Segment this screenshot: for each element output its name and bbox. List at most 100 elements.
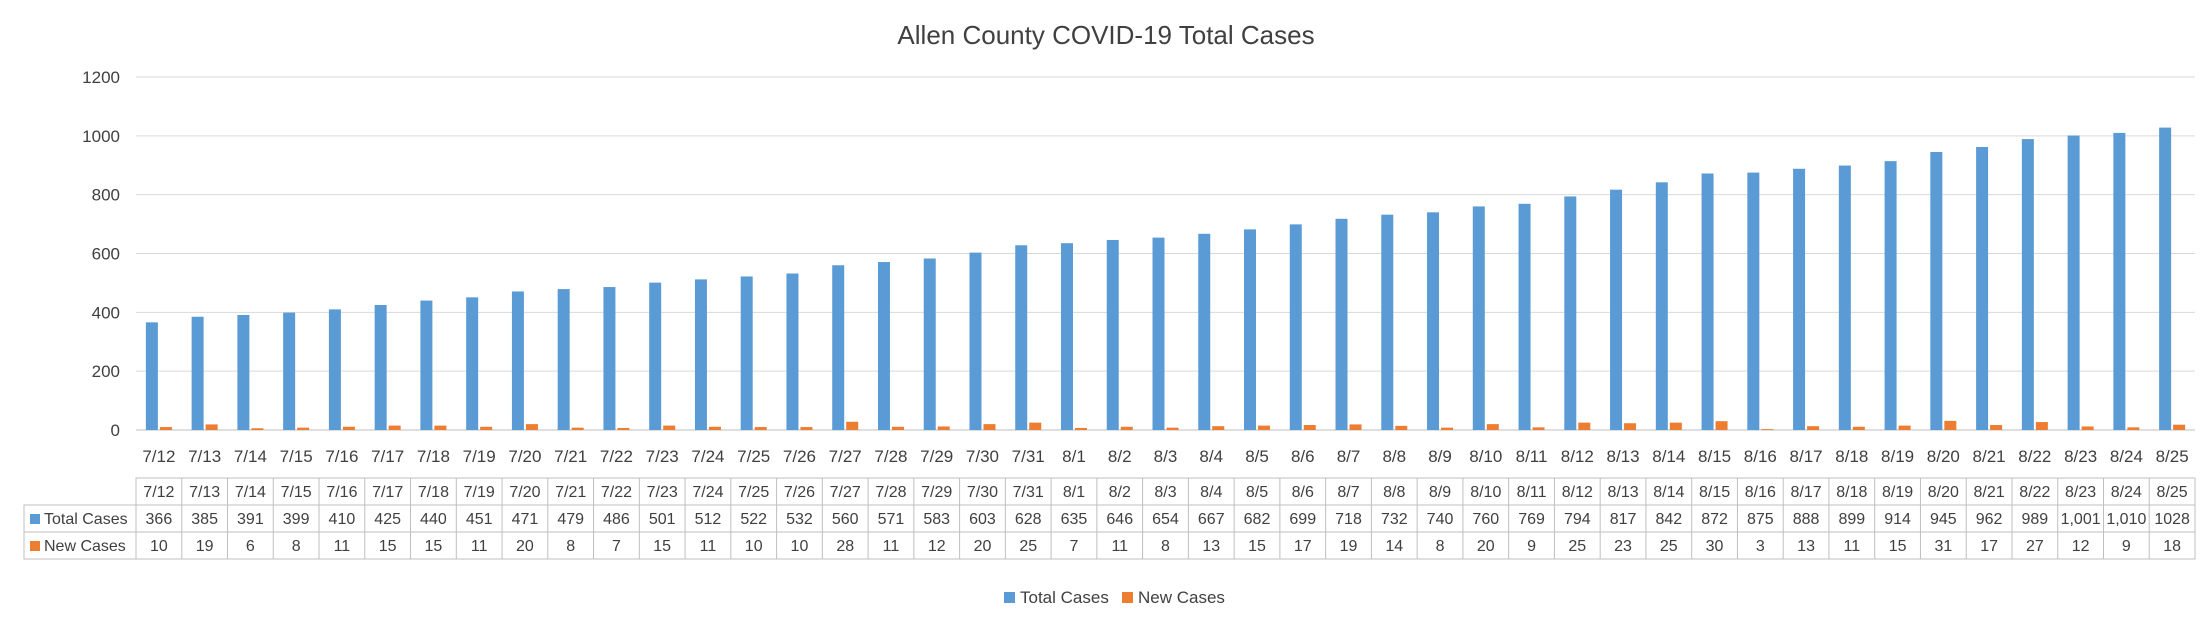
legend: Total Cases New Cases <box>1004 588 1225 607</box>
table-category-cell: 8/9 <box>1429 484 1451 501</box>
table-new-cases-cell: 3 <box>1756 538 1765 555</box>
bar-new-cases <box>800 427 813 430</box>
bar-total-cases <box>283 312 296 430</box>
table-total-cases-cell: 451 <box>466 511 493 528</box>
table-total-cases-cell: 654 <box>1152 511 1179 528</box>
table-total-cases-cell: 989 <box>2022 511 2049 528</box>
x-tick-label: 8/11 <box>1516 447 1548 466</box>
y-tick-label: 0 <box>111 421 120 440</box>
table-new-cases-cell: 11 <box>700 538 717 555</box>
table-category-cell: 7/28 <box>875 484 906 501</box>
x-tick-label: 8/13 <box>1607 447 1640 466</box>
table-total-cases-cell: 532 <box>786 511 813 528</box>
table-category-cell: 8/7 <box>1337 484 1359 501</box>
bar-new-cases <box>1624 423 1637 430</box>
bar-new-cases <box>1486 424 1499 430</box>
table-new-cases-cell: 13 <box>1202 538 1220 555</box>
table-category-cell: 7/19 <box>464 484 495 501</box>
bar-total-cases <box>1655 182 1668 430</box>
table-new-cases-cell: 17 <box>1294 538 1312 555</box>
table-category-cell: 8/23 <box>2065 484 2096 501</box>
y-tick-label: 800 <box>92 186 120 205</box>
x-tick-label: 7/20 <box>508 447 541 466</box>
table-category-cell: 8/22 <box>2019 484 2050 501</box>
bar-total-cases <box>1930 152 1943 430</box>
bar-total-cases <box>1747 172 1760 430</box>
table-total-cases-cell: 399 <box>283 511 310 528</box>
table-new-cases-cell: 12 <box>2072 538 2090 555</box>
table-category-cell: 7/26 <box>784 484 815 501</box>
table-category-cell: 8/8 <box>1383 484 1405 501</box>
bar-new-cases <box>2035 422 2048 430</box>
table-category-cell: 8/2 <box>1109 484 1131 501</box>
bar-new-cases <box>1532 427 1545 430</box>
table-total-cases-cell: 1028 <box>2154 511 2190 528</box>
x-tick-label: 8/12 <box>1561 447 1594 466</box>
table-total-cases-cell: 471 <box>512 511 539 528</box>
bar-new-cases <box>1303 424 1316 430</box>
table-category-cell: 8/5 <box>1246 484 1268 501</box>
x-tick-label: 8/2 <box>1108 447 1132 466</box>
x-tick-label: 8/15 <box>1698 447 1731 466</box>
bar-new-cases <box>1029 422 1042 430</box>
table-category-cell: 8/16 <box>1745 484 1776 501</box>
x-tick-label: 7/31 <box>1012 447 1045 466</box>
table-new-cases-cell: 9 <box>2122 538 2131 555</box>
table-total-cases-cell: 391 <box>237 511 264 528</box>
table-new-cases-cell: 15 <box>653 538 671 555</box>
bar-new-cases <box>1258 425 1271 430</box>
table-total-cases-cell: 888 <box>1793 511 1820 528</box>
bar-new-cases <box>1074 427 1087 430</box>
bar-total-cases <box>1152 237 1165 430</box>
table-new-cases-cell: 28 <box>836 538 854 555</box>
table-category-cell: 8/15 <box>1699 484 1730 501</box>
x-tick-label: 8/17 <box>1790 447 1823 466</box>
table-category-cell: 8/20 <box>1928 484 1959 501</box>
x-tick-label: 8/25 <box>2156 447 2189 466</box>
table-new-cases-cell: 11 <box>334 538 351 555</box>
bar-total-cases <box>2159 127 2172 430</box>
bar-new-cases <box>251 428 264 430</box>
x-tick-label: 8/21 <box>1973 447 2006 466</box>
table-category-cell: 7/20 <box>509 484 540 501</box>
table-total-cases-cell: 628 <box>1015 511 1042 528</box>
table-category-cell: 8/4 <box>1200 484 1222 501</box>
table-category-cell: 8/3 <box>1154 484 1176 501</box>
bar-total-cases <box>1106 239 1119 430</box>
bar-new-cases <box>1441 427 1454 430</box>
table-series-key <box>30 514 40 524</box>
table-category-cell: 8/6 <box>1292 484 1314 501</box>
table-series-label: New Cases <box>44 538 126 555</box>
bar-total-cases <box>557 289 570 430</box>
table-new-cases-cell: 13 <box>1797 538 1815 555</box>
bar-new-cases <box>937 426 950 430</box>
table-category-cell: 7/12 <box>143 484 174 501</box>
x-tick-label: 7/24 <box>691 447 724 466</box>
table-total-cases-cell: 875 <box>1747 511 1774 528</box>
bar-total-cases <box>1015 245 1028 430</box>
table-new-cases-cell: 20 <box>516 538 534 555</box>
table-category-cell: 8/19 <box>1882 484 1913 501</box>
x-tick-label: 7/17 <box>371 447 404 466</box>
table-new-cases-cell: 8 <box>292 538 301 555</box>
table-total-cases-cell: 410 <box>329 511 356 528</box>
table-category-cell: 8/25 <box>2157 484 2188 501</box>
x-tick-label: 7/26 <box>783 447 816 466</box>
table-new-cases-cell: 31 <box>1934 538 1952 555</box>
table-total-cases-cell: 740 <box>1427 511 1454 528</box>
table-total-cases-cell: 583 <box>923 511 950 528</box>
table-new-cases-cell: 25 <box>1568 538 1586 555</box>
table-new-cases-cell: 11 <box>1844 538 1861 555</box>
table-total-cases-cell: 646 <box>1106 511 1133 528</box>
table-new-cases-cell: 7 <box>612 538 621 555</box>
table-category-cell: 7/14 <box>235 484 266 501</box>
bar-total-cases <box>145 322 158 430</box>
table-category-cell: 8/13 <box>1607 484 1638 501</box>
bar-new-cases <box>1578 422 1591 430</box>
table-total-cases-cell: 962 <box>1976 511 2003 528</box>
x-tick-label: 8/4 <box>1199 447 1223 466</box>
bar-total-cases <box>923 258 936 430</box>
table-total-cases-cell: 486 <box>603 511 630 528</box>
bar-total-cases <box>328 309 341 430</box>
x-tick-label: 7/29 <box>920 447 953 466</box>
